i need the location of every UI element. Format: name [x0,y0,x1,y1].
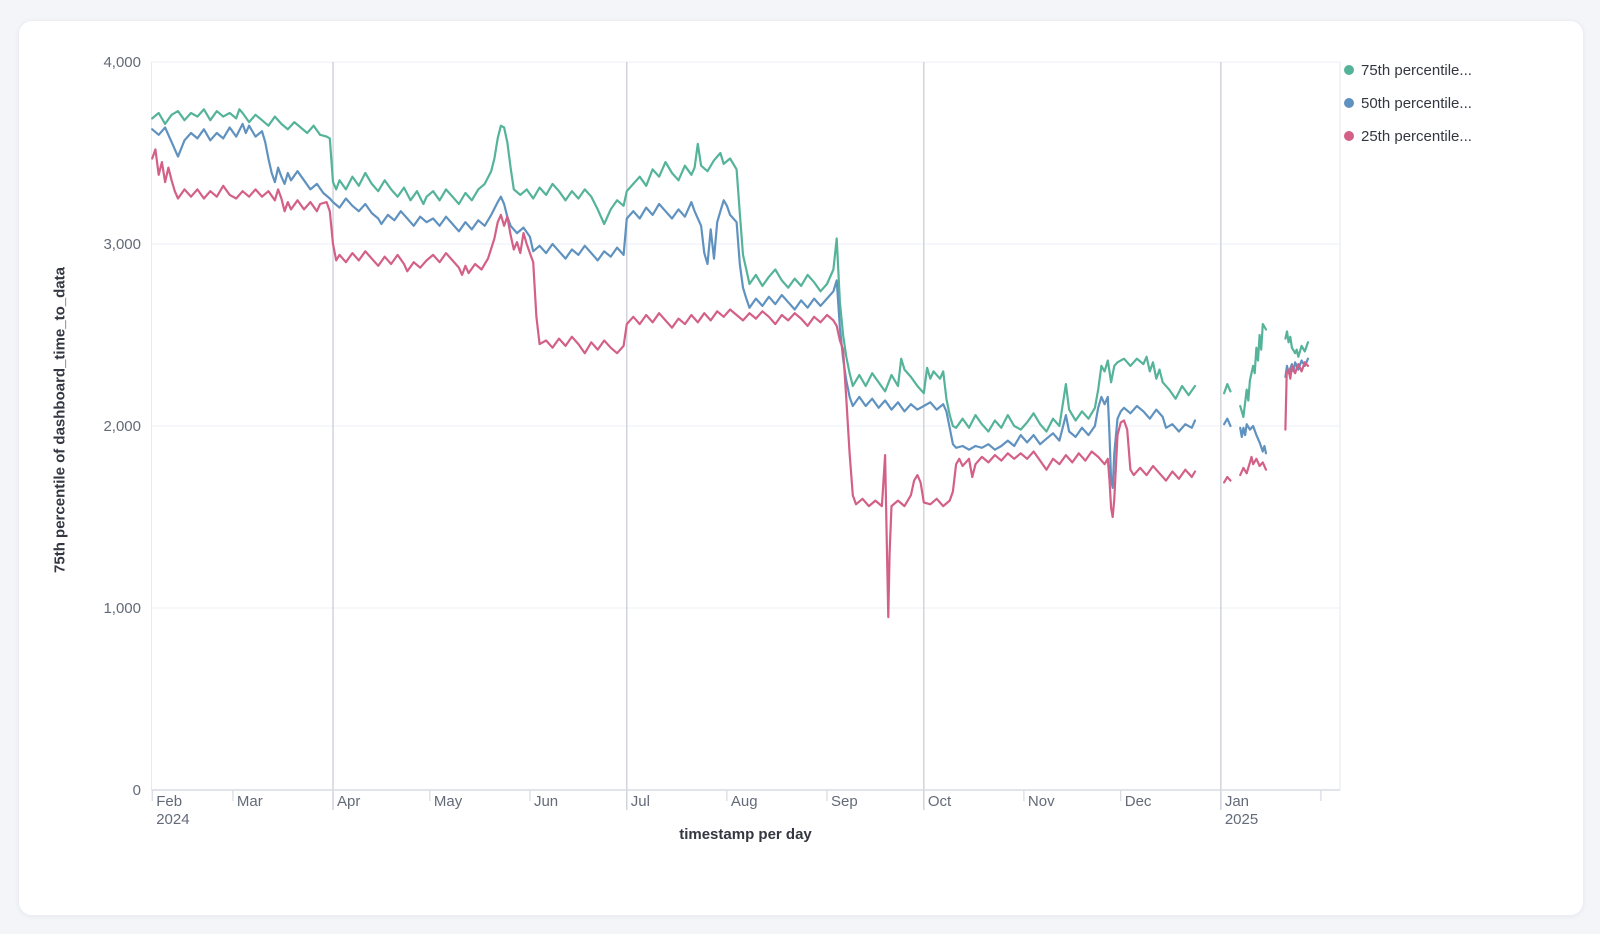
x-tick-label-Sep: Sep [831,793,858,810]
x-tick-label-Jul: Jul [631,793,650,810]
legend-item-50th-percentile[interactable]: 50th percentile... [1344,93,1584,113]
y-tick-label-1000: 1,000 [103,600,141,617]
x-tick-label-Feb: Feb [156,793,182,810]
x-tick-sublabel-2024: 2024 [156,811,189,828]
x-axis-title: timestamp per day [679,826,812,843]
series-line-75th-percentile-seg4[interactable] [1284,330,1310,358]
y-tick-label-4000: 4,000 [103,54,141,71]
x-tick-label-May: May [434,793,463,810]
series-line-25th-percentile-seg4[interactable] [1284,361,1310,431]
x-tick-label-Aug: Aug [731,793,758,810]
series-line-75th-percentile-seg2[interactable] [1222,383,1232,395]
legend-dot-75th-percentile [1344,65,1354,75]
x-tick-label-Nov: Nov [1028,793,1055,810]
series-line-25th-percentile-seg3[interactable] [1239,455,1268,477]
series-line-25th-percentile-seg1[interactable] [151,148,1197,619]
x-tick-label-Dec: Dec [1125,793,1152,810]
legend: 75th percentile... 50th percentile... 25th… [1344,60,1584,159]
series-line-50th-percentile-seg1[interactable] [151,122,1197,489]
legend-item-label: 25th percentile... [1361,127,1472,145]
chart-plot-area[interactable] [152,62,1341,790]
x-tick-sublabel-2025: 2025 [1225,811,1258,828]
legend-item-75th-percentile[interactable]: 75th percentile... [1344,60,1584,80]
legend-item-25th-percentile[interactable]: 25th percentile... [1344,126,1584,146]
y-tick-label-2000: 2,000 [103,418,141,435]
legend-item-label: 50th percentile... [1361,94,1472,112]
x-tick-label-Apr: Apr [337,793,360,810]
series-line-75th-percentile-seg1[interactable] [151,108,1197,433]
y-tick-label-0: 0 [133,782,141,799]
x-tick-label-Oct: Oct [928,793,952,810]
legend-item-label: 75th percentile... [1361,61,1472,79]
x-tick-label-Jun: Jun [534,793,558,810]
x-tick-label-Jan: Jan [1225,793,1249,810]
legend-dot-25th-percentile [1344,131,1354,141]
series-line-50th-percentile-seg2[interactable] [1222,417,1232,428]
series-line-50th-percentile-seg3[interactable] [1239,423,1268,455]
x-tick-label-Mar: Mar [237,793,263,810]
y-tick-label-3000: 3,000 [103,236,141,253]
y-axis-title: 75th percentile of dashboard_time_to_dat… [51,267,69,573]
series-line-25th-percentile-seg2[interactable] [1222,475,1232,484]
legend-dot-50th-percentile [1344,98,1354,108]
series-line-75th-percentile-seg3[interactable] [1239,323,1268,418]
